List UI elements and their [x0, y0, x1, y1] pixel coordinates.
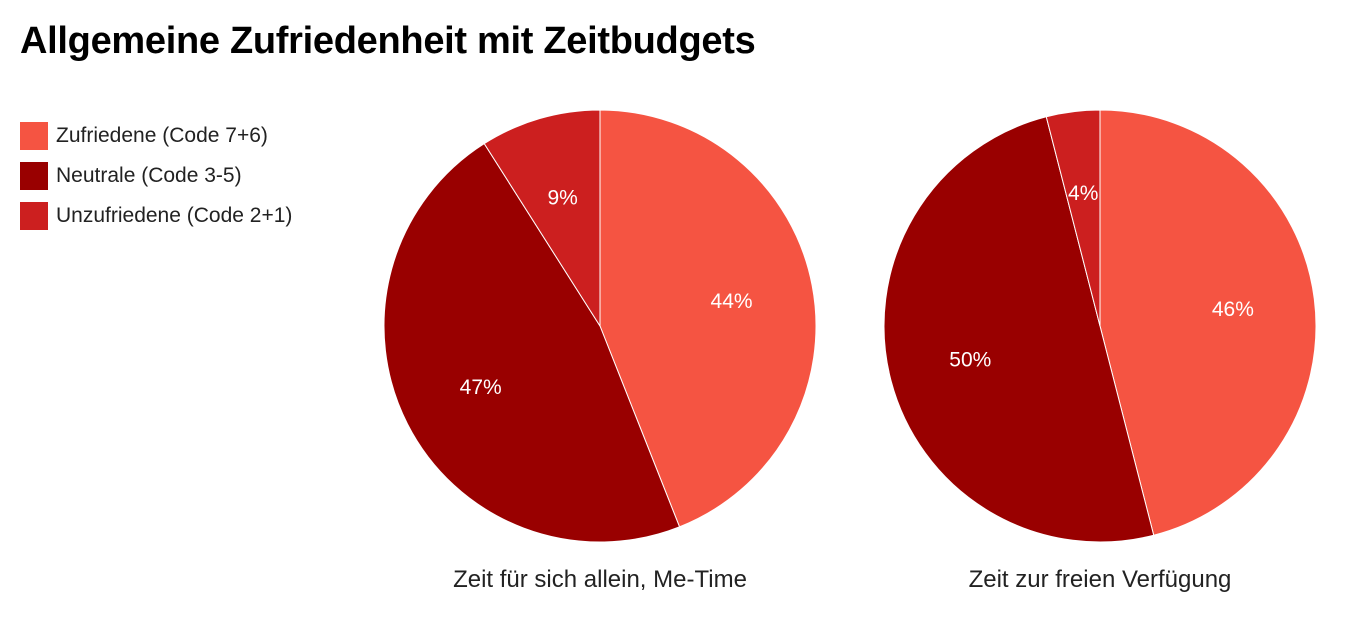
- chart-title: Allgemeine Zufriedenheit mit Zeitbudgets: [20, 20, 756, 62]
- pie-value-label-me-time-unzufriedene: 9%: [547, 186, 577, 209]
- pie-slice-me-time-unzufriedene: [483, 109, 601, 328]
- legend-item-unzufriedene: Unzufriedene (Code 2+1): [20, 202, 292, 230]
- pie-chart-label-freie-zeit: Zeit zur freien Verfügung: [969, 566, 1232, 593]
- pie-slice-me-time-zufriedene: [599, 109, 817, 528]
- legend-label-neutrale: Neutrale (Code 3-5): [56, 164, 242, 187]
- pie-chart-label-me-time: Zeit für sich allein, Me-Time: [453, 566, 747, 593]
- pie-chart-freie-zeit: 46% 50% 4% Zeit zur freien Verfügung: [883, 109, 1317, 593]
- pie-value-label-freie-zeit-neutrale: 50%: [949, 348, 991, 371]
- pie-slice-me-time-neutrale: [383, 142, 681, 543]
- legend-item-zufriedene: Zufriedene (Code 7+6): [20, 122, 292, 150]
- pie-chart-me-time: 44% 47% 9% Zeit für sich allein, Me-Time: [383, 109, 817, 593]
- legend: Zufriedene (Code 7+6) Neutrale (Code 3-5…: [20, 122, 292, 242]
- pie-value-label-freie-zeit-unzufriedene: 4%: [1068, 182, 1098, 205]
- legend-label-unzufriedene: Unzufriedene (Code 2+1): [56, 204, 293, 227]
- pie-value-label-me-time-zufriedene: 44%: [711, 290, 753, 313]
- legend-swatch-unzufriedene: [20, 202, 48, 230]
- pie-value-label-me-time-neutrale: 47%: [460, 376, 502, 399]
- legend-swatch-neutrale: [20, 162, 48, 190]
- legend-item-neutrale: Neutrale (Code 3-5): [20, 162, 292, 190]
- legend-label-zufriedene: Zufriedene (Code 7+6): [56, 124, 268, 147]
- legend-swatch-zufriedene: [20, 122, 48, 150]
- pie-slice-freie-zeit-unzufriedene: [1045, 109, 1101, 327]
- pie-slice-freie-zeit-zufriedene: [1099, 109, 1317, 536]
- pie-value-label-freie-zeit-zufriedene: 46%: [1212, 298, 1254, 321]
- pie-slice-freie-zeit-neutrale: [883, 116, 1155, 543]
